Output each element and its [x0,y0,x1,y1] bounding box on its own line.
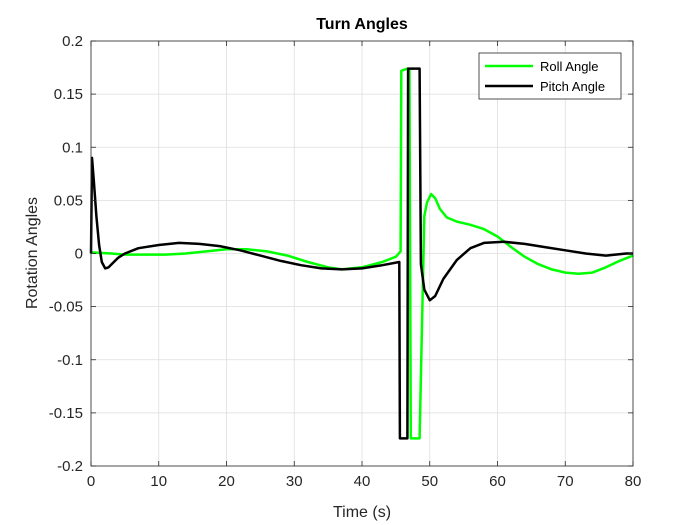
series-line-pitch-angle [89,67,633,440]
legend-label-pitch-angle: Pitch Angle [540,79,605,94]
legend-label-roll-angle: Roll Angle [540,59,599,74]
chart-title: Turn Angles [316,16,408,33]
tick-labels: 0 10 20 30 40 50 60 70 80 -0.2 -0.15 -0.1 -0.05 0 0.05… [49,33,642,490]
x-tick-label: 70 [557,473,574,490]
series-layer [89,67,634,440]
y-tick-label: 0.2 [62,33,83,50]
y-axis-label: Rotation Angles [24,197,41,309]
x-axis-label: Time (s) [333,504,391,521]
y-tick-label: 0.15 [54,86,83,103]
series-line-roll-angle [90,67,634,440]
y-tick-label: -0.05 [49,299,83,316]
y-tick-label: -0.1 [57,352,83,369]
ticks [90,40,634,467]
x-tick-label: 0 [87,473,95,490]
x-tick-label: 80 [625,473,642,490]
legend-box [478,52,622,100]
x-tick-label: 20 [218,473,235,490]
legend: Roll Angle Pitch Angle [478,52,622,100]
y-tick-label: 0 [75,246,83,263]
y-tick-label: -0.15 [49,405,83,422]
x-tick-label: 10 [150,473,167,490]
x-tick-label: 50 [421,473,438,490]
y-tick-label: 0.1 [62,139,83,156]
x-tick-label: 30 [286,473,303,490]
x-tick-label: 60 [489,473,506,490]
y-tick-label: 0.05 [54,192,83,209]
x-tick-label: 40 [354,473,371,490]
y-tick-label: -0.2 [57,458,83,475]
